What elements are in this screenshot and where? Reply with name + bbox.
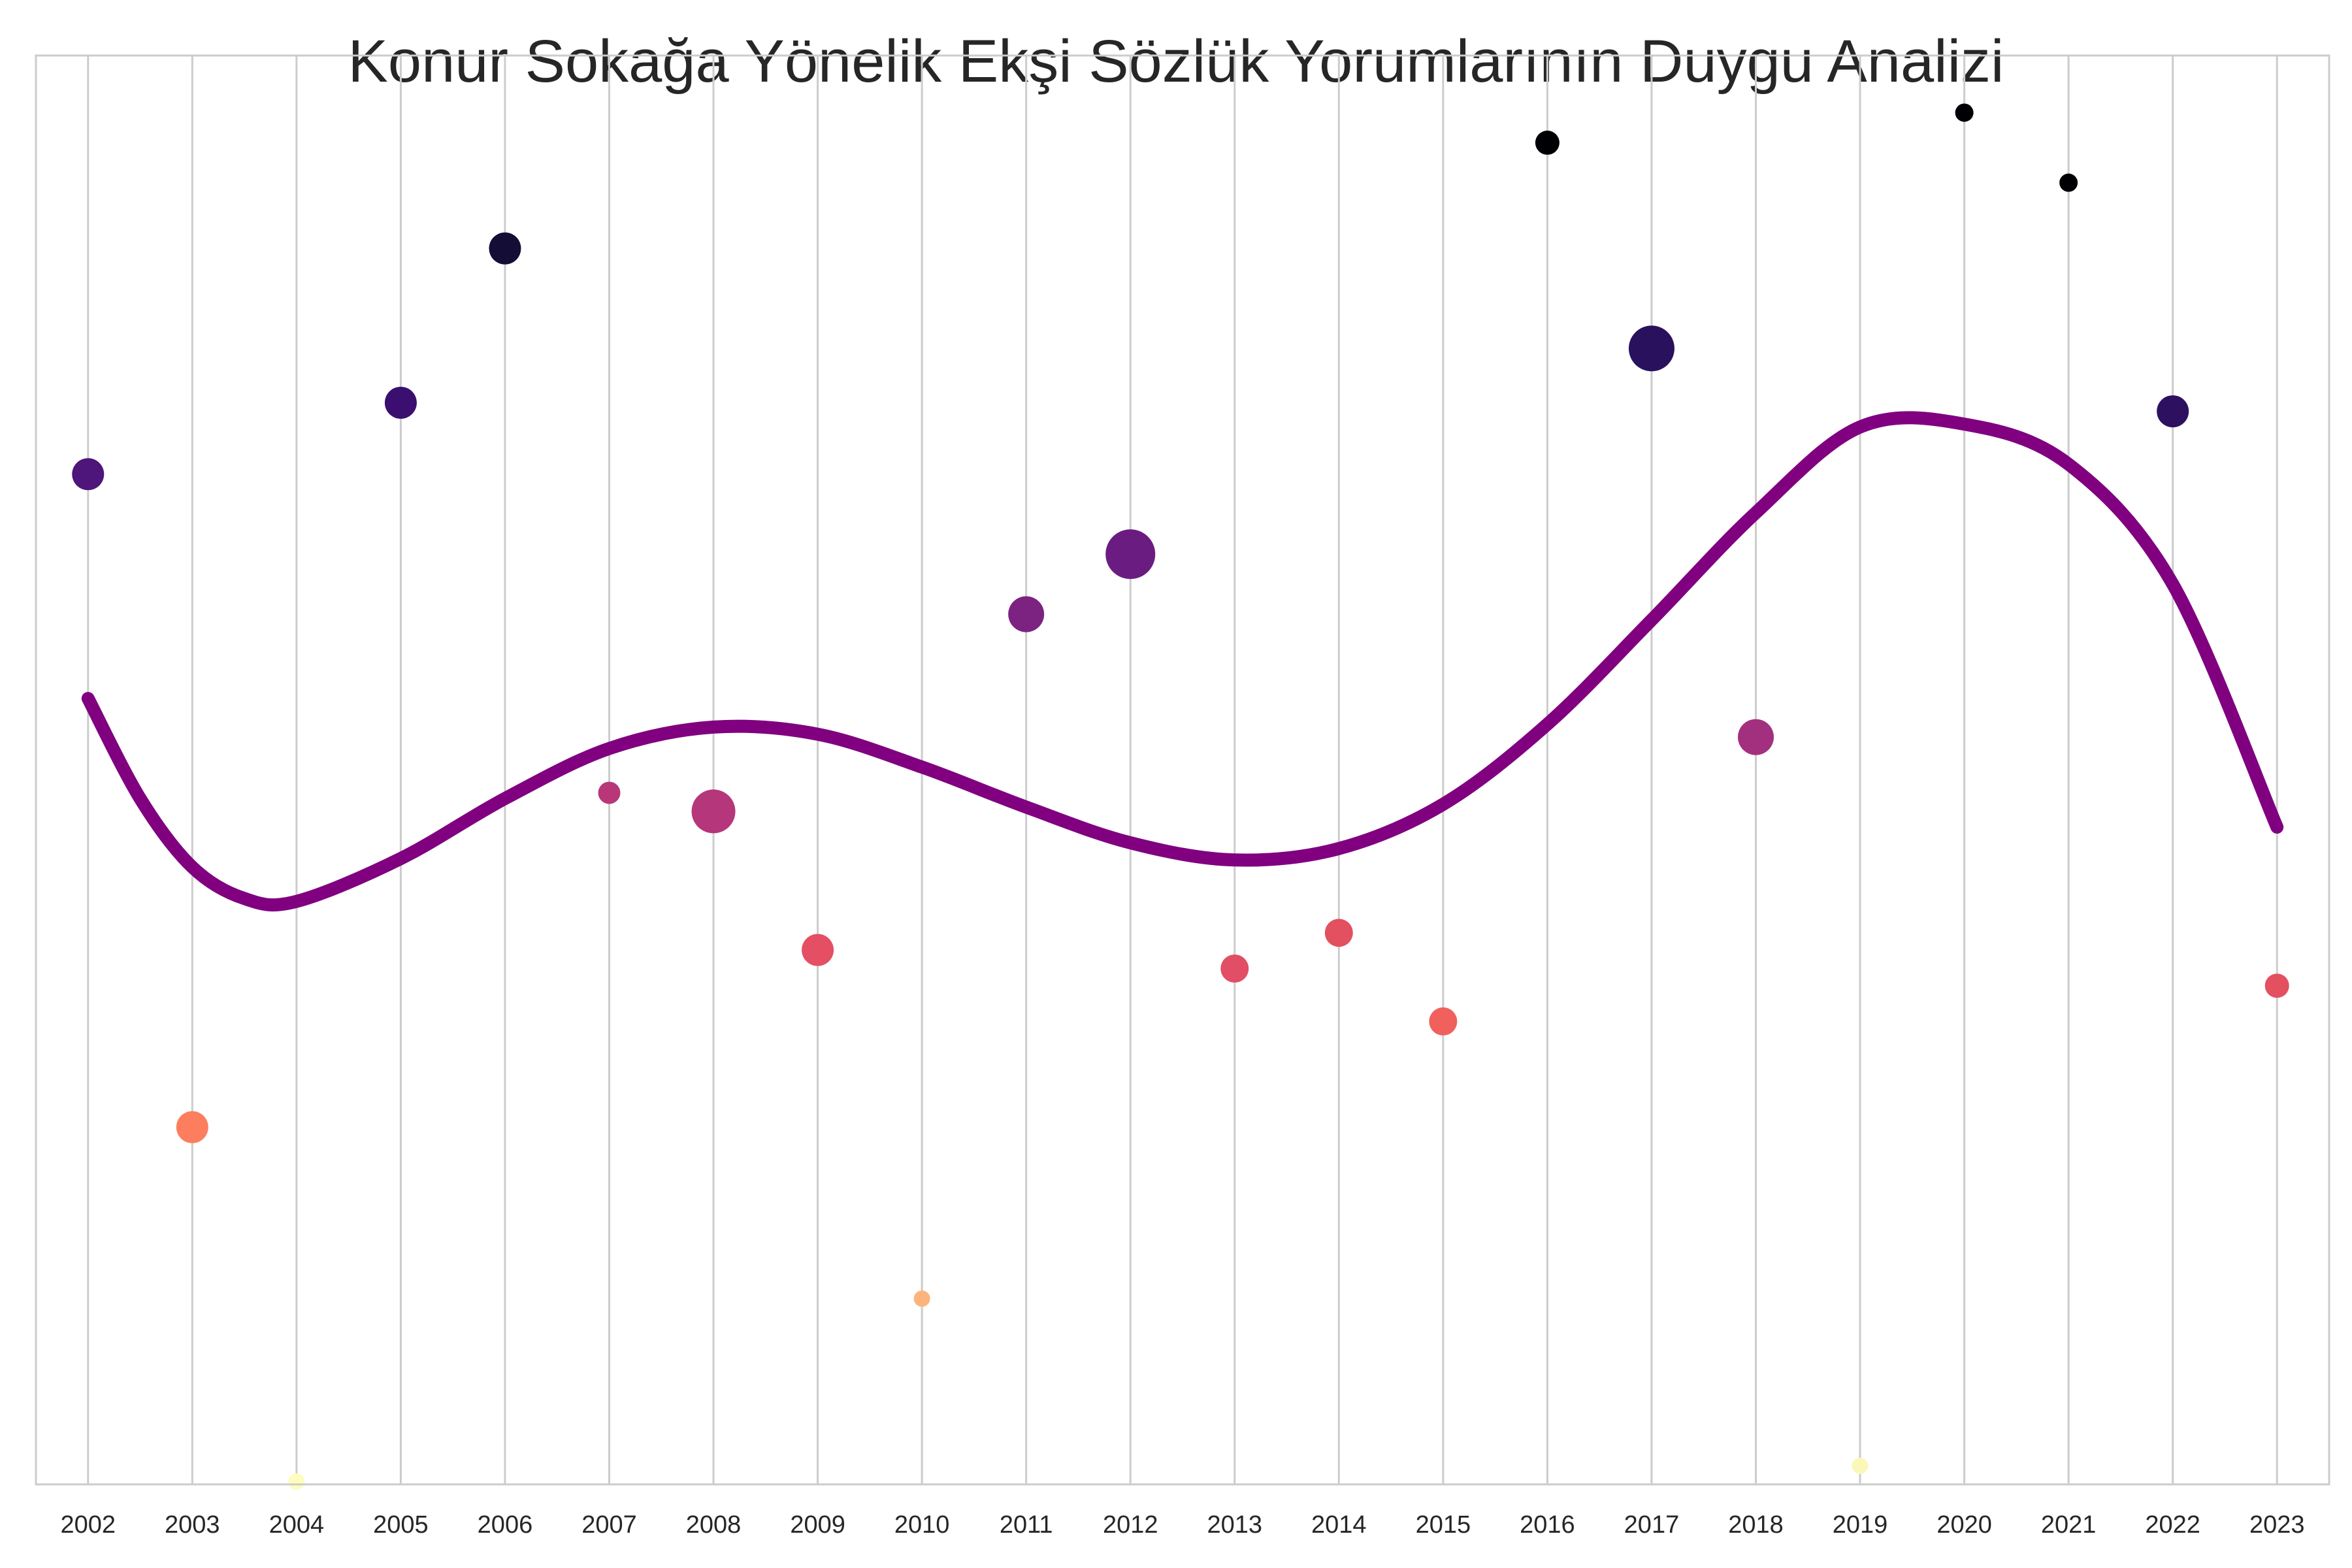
x-tick-label-2012: 2012 [1103, 1511, 1158, 1539]
scatter-point-2008 [691, 789, 736, 834]
scatter-point-2017 [1628, 325, 1674, 372]
x-tick-label-2008: 2008 [686, 1511, 742, 1539]
scatter-point-2007 [598, 781, 621, 804]
scatter-point-2011 [1008, 596, 1045, 632]
x-tick-label-2022: 2022 [2145, 1511, 2200, 1539]
chart-title: Konur Sokağa Yönelik Ekşi Sözlük Yorumla… [348, 28, 2004, 95]
scatter-point-2021 [2059, 173, 2078, 192]
x-tick-label-2021: 2021 [2041, 1511, 2097, 1539]
scatter-point-2002 [72, 458, 105, 491]
trend-line [81, 411, 2284, 912]
scatter-point-2016 [1535, 130, 1560, 155]
x-tick-label-2019: 2019 [1833, 1511, 1888, 1539]
x-tick-label-2015: 2015 [1416, 1511, 1471, 1539]
scatter-point-2003 [176, 1111, 208, 1143]
scatter-points [72, 103, 2289, 1490]
x-tick-labels: 2002 2003 2004 2005 2006 2007 2008 2009 2010 2011… [60, 1511, 2304, 1539]
scatter-point-2022 [2157, 395, 2189, 428]
x-tick-label-2007: 2007 [581, 1511, 637, 1539]
scatter-point-2009 [802, 934, 834, 966]
scatter-point-2014 [1324, 919, 1353, 947]
x-tick-label-2004: 2004 [269, 1511, 325, 1539]
x-tick-label-2020: 2020 [1936, 1511, 1992, 1539]
x-tick-label-2005: 2005 [373, 1511, 429, 1539]
x-tick-label-2017: 2017 [1624, 1511, 1680, 1539]
scatter-point-2013 [1220, 954, 1249, 983]
x-tick-label-2006: 2006 [478, 1511, 533, 1539]
scatter-point-2004 [288, 1473, 305, 1490]
gridlines [87, 56, 2278, 1484]
x-tick-label-2013: 2013 [1207, 1511, 1262, 1539]
scatter-point-2005 [384, 386, 417, 419]
scatter-point-2020 [1955, 103, 1974, 122]
trend-line-group [81, 411, 2284, 912]
scatter-point-2010 [913, 1290, 930, 1307]
plot-frame [35, 54, 2330, 1486]
x-tick-label-2018: 2018 [1728, 1511, 1784, 1539]
x-tick-label-2014: 2014 [1311, 1511, 1367, 1539]
scatter-point-2006 [489, 232, 521, 265]
x-tick-label-2003: 2003 [165, 1511, 220, 1539]
scatter-point-2015 [1429, 1007, 1458, 1036]
scatter-point-2019 [1852, 1458, 1869, 1475]
x-tick-label-2009: 2009 [790, 1511, 845, 1539]
x-tick-label-2023: 2023 [2249, 1511, 2305, 1539]
scatter-point-2023 [2264, 973, 2289, 998]
scatter-point-2018 [1738, 719, 1774, 755]
scatter-point-2012 [1105, 529, 1156, 580]
x-tick-label-2011: 2011 [1000, 1511, 1053, 1539]
x-tick-label-2016: 2016 [1520, 1511, 1575, 1539]
x-tick-label-2010: 2010 [894, 1511, 950, 1539]
x-tick-label-2002: 2002 [60, 1511, 116, 1539]
